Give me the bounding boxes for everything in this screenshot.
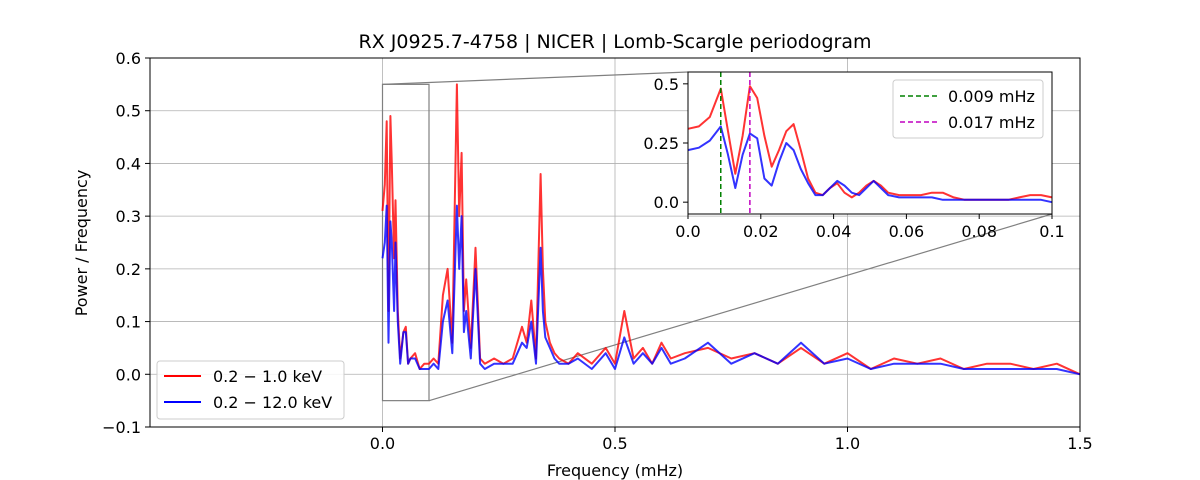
x-axis-label: Frequency (mHz) (547, 461, 683, 480)
y-axis-label: Power / Frequency (72, 170, 91, 317)
inset-x-tick-label: 0.06 (889, 222, 925, 241)
inset-series-line-full-band (687, 125, 1053, 204)
zoom-connector-bottom (428, 213, 1053, 402)
main-y-tick-label: 0.2 (116, 260, 141, 279)
main-x-tick-label: 0.0 (370, 434, 395, 453)
chart-title: RX J0925.7-4758 | NICER | Lomb-Scargle p… (359, 31, 872, 53)
main-y-tick-label: 0.4 (116, 154, 141, 173)
main-x-tick-label: 0.5 (602, 434, 627, 453)
inset-x-tick-label: 0.0 (675, 222, 700, 241)
main-y-tick-label: −0.1 (102, 418, 141, 437)
inset-x-ticks: 0.0 0.02 0.04 0.06 0.08 0.1 (675, 214, 1065, 241)
main-y-tick-label: 0.1 (116, 313, 141, 332)
main-x-ticks: 0.0 0.5 1.0 1.5 (370, 427, 1093, 453)
main-y-tick-label: 0.0 (116, 365, 141, 384)
main-legend-box (156, 360, 345, 420)
inset-y-tick-label: 0.25 (643, 134, 679, 153)
main-y-tick-label: 0.6 (116, 49, 141, 68)
main-legend: 0.2 − 1.0 keV 0.2 − 12.0 keV (156, 360, 345, 420)
inset-zoom-box (381, 83, 430, 402)
inset-y-ticks: 0.0 0.25 0.5 (643, 75, 688, 212)
main-x-tick-label: 1.5 (1067, 434, 1092, 453)
zoom-connector-top (382, 71, 689, 85)
main-series-lines (381, 83, 1081, 376)
legend-label-soft-band: 0.2 − 1.0 keV (213, 367, 322, 386)
main-y-ticks: −0.1 0.0 0.1 0.2 0.3 0.4 0.5 0.6 (102, 49, 150, 437)
main-y-tick-label: 0.5 (116, 102, 141, 121)
inset-x-tick-label: 0.02 (743, 222, 779, 241)
legend-label-vline-2: 0.017 mHz (948, 113, 1035, 132)
legend-label-full-band: 0.2 − 12.0 keV (213, 393, 332, 412)
inset-x-tick-label: 0.08 (961, 222, 997, 241)
inset-legend-box (892, 79, 1044, 139)
main-x-tick-label: 1.0 (835, 434, 860, 453)
inset-y-tick-label: 0.0 (654, 193, 679, 212)
series-line-full-band (381, 204, 1081, 376)
legend-label-vline-1: 0.009 mHz (948, 87, 1035, 106)
inset-legend: 0.009 mHz 0.017 mHz (892, 79, 1044, 139)
inset-series-lines (687, 85, 1053, 204)
inset-plot-area: 0.0 0.02 0.04 0.06 0.08 0.1 0.0 0.25 0.5 0.009 … (643, 71, 1065, 241)
inset-x-tick-label: 0.04 (816, 222, 852, 241)
inset-x-tick-label: 0.1 (1039, 222, 1064, 241)
main-y-tick-label: 0.3 (116, 207, 141, 226)
inset-zoom-indicator (381, 71, 1053, 402)
inset-y-tick-label: 0.5 (654, 75, 679, 94)
